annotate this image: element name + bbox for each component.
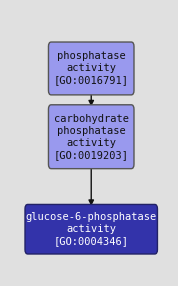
Text: glucose-6-phosphatase
activity
[GO:0004346]: glucose-6-phosphatase activity [GO:00043…	[26, 212, 157, 246]
FancyBboxPatch shape	[48, 42, 134, 95]
Text: phosphatase
activity
[GO:0016791]: phosphatase activity [GO:0016791]	[54, 51, 129, 86]
FancyBboxPatch shape	[48, 105, 134, 169]
Text: carbohydrate
phosphatase
activity
[GO:0019203]: carbohydrate phosphatase activity [GO:00…	[54, 114, 129, 160]
FancyBboxPatch shape	[25, 204, 158, 254]
